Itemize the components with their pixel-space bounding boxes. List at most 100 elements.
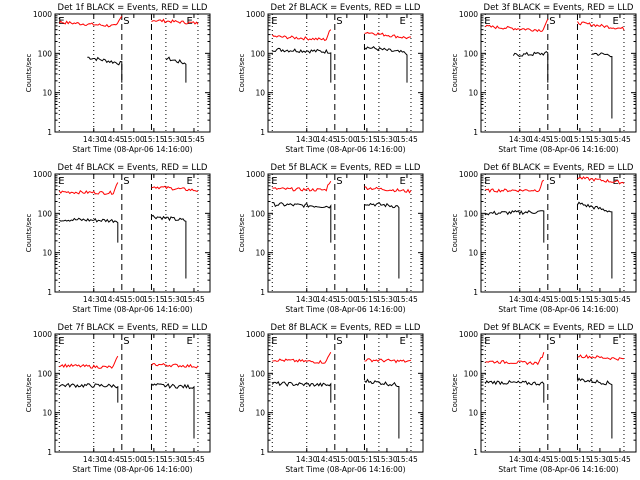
- lld-series-line: [577, 21, 625, 31]
- events-series-line: [591, 52, 613, 119]
- events-series-line: [364, 202, 400, 279]
- lld-series-line: [151, 18, 199, 25]
- lld-series-line: [151, 185, 199, 192]
- x-tick-label: 15:30: [589, 135, 611, 144]
- y-axis-label: Counts/sec: [25, 54, 33, 93]
- x-tick-label: 15:30: [589, 295, 611, 304]
- x-tick-label: 15:30: [163, 135, 185, 144]
- x-tick-label: 15:00: [549, 455, 571, 464]
- x-tick-label: 15:00: [336, 295, 358, 304]
- plot-frame: [267, 13, 424, 133]
- y-tick-label: 1000: [33, 330, 52, 339]
- y-tick-label: 10: [468, 249, 478, 258]
- x-tick-label: 14:45: [103, 295, 125, 304]
- y-tick-label: 10: [255, 409, 265, 418]
- plot-panel-1: Det 1f BLACK = Events, RED = LLD 1 10 100 10…: [25, 3, 211, 154]
- plot-title: Det 4f BLACK = Events, RED = LLD: [58, 163, 208, 173]
- marker-e: E: [613, 336, 619, 347]
- y-tick-label: 1: [260, 128, 265, 137]
- marker-e: E: [271, 336, 277, 347]
- x-tick-label: 15:00: [549, 135, 571, 144]
- y-tick-label: 100: [251, 49, 266, 58]
- y-tick-label: 100: [38, 369, 53, 378]
- plot-title: Det 3f BLACK = Events, RED = LLD: [484, 3, 634, 13]
- marker-e: E: [400, 16, 406, 27]
- y-tick-label: 10: [255, 89, 265, 98]
- events-series-line: [58, 382, 119, 403]
- events-series-line: [165, 56, 187, 83]
- x-axis-label: Start Time (08-Apr-06 14:16:00): [498, 145, 618, 154]
- y-axis-label: Counts/sec: [451, 214, 459, 253]
- x-tick-label: 15:15: [143, 135, 165, 144]
- plot-panel-8: Det 8f BLACK = Events, RED = LLD 1 10 100 10…: [238, 323, 424, 474]
- y-tick-label: 1000: [459, 170, 478, 179]
- y-tick-label: 1000: [33, 10, 52, 19]
- y-tick-label: 10: [468, 409, 478, 418]
- x-tick-label: 15:30: [163, 295, 185, 304]
- plot-frame: [54, 13, 211, 133]
- marker-s: S: [549, 16, 555, 27]
- events-series-line: [364, 378, 400, 439]
- y-tick-label: 10: [42, 89, 52, 98]
- events-series-line: [272, 202, 332, 243]
- marker-e: E: [484, 176, 490, 187]
- marker-s: S: [336, 16, 342, 27]
- plot-panel-3: Det 3f BLACK = Events, RED = LLD 1 10 100 10…: [451, 3, 637, 154]
- x-tick-label: 15:15: [356, 455, 378, 464]
- plot-frame: [480, 13, 637, 133]
- y-tick-label: 10: [42, 249, 52, 258]
- marker-s: S: [123, 176, 129, 187]
- y-tick-label: 100: [251, 369, 266, 378]
- y-tick-label: 1: [473, 448, 478, 457]
- x-tick-label: 14:30: [296, 135, 318, 144]
- x-tick-label: 15:15: [569, 295, 591, 304]
- y-tick-label: 1: [260, 448, 265, 457]
- x-tick-label: 14:30: [296, 295, 318, 304]
- x-tick-label: 14:45: [529, 455, 551, 464]
- x-axis-label: Start Time (08-Apr-06 14:16:00): [285, 305, 405, 314]
- x-axis-label: Start Time (08-Apr-06 14:16:00): [72, 465, 192, 474]
- x-axis-label: Start Time (08-Apr-06 14:16:00): [498, 465, 618, 474]
- x-tick-label: 14:30: [509, 135, 531, 144]
- x-tick-label: 15:45: [609, 295, 631, 304]
- marker-e: E: [187, 176, 193, 187]
- plot-panel-6: Det 6f BLACK = Events, RED = LLD 1 10 100 10…: [451, 163, 637, 314]
- x-tick-label: 14:45: [103, 455, 125, 464]
- marker-s: S: [336, 176, 342, 187]
- plot-frame: [267, 173, 424, 293]
- plot-title: Det 7f BLACK = Events, RED = LLD: [58, 323, 208, 333]
- plot-title: Det 9f BLACK = Events, RED = LLD: [484, 323, 634, 333]
- plot-frame: [480, 173, 637, 293]
- y-tick-label: 100: [464, 209, 479, 218]
- x-tick-label: 14:30: [509, 455, 531, 464]
- x-axis-label: Start Time (08-Apr-06 14:16:00): [498, 305, 618, 314]
- y-tick-label: 100: [464, 369, 479, 378]
- lld-series-line: [151, 362, 199, 369]
- lld-series-line: [485, 352, 545, 366]
- x-tick-label: 15:15: [569, 455, 591, 464]
- y-axis-label: Counts/sec: [451, 54, 459, 93]
- events-series-line: [271, 381, 332, 403]
- marker-e: E: [58, 336, 64, 347]
- x-tick-label: 15:15: [356, 295, 378, 304]
- y-axis-label: Counts/sec: [25, 374, 33, 413]
- y-tick-label: 1000: [246, 10, 265, 19]
- plot-frame: [54, 173, 211, 293]
- y-tick-label: 1000: [246, 170, 265, 179]
- y-tick-label: 10: [255, 249, 265, 258]
- x-axis-label: Start Time (08-Apr-06 14:16:00): [285, 145, 405, 154]
- lld-series-line: [272, 180, 332, 192]
- y-tick-label: 100: [38, 49, 53, 58]
- x-tick-label: 15:00: [549, 295, 571, 304]
- y-axis-label: Counts/sec: [25, 214, 33, 253]
- x-tick-label: 15:00: [123, 455, 145, 464]
- events-series-line: [364, 45, 408, 83]
- x-tick-label: 15:30: [589, 455, 611, 464]
- x-tick-label: 14:45: [529, 135, 551, 144]
- x-tick-label: 14:45: [316, 295, 338, 304]
- marker-s: S: [123, 16, 129, 27]
- x-tick-label: 15:45: [609, 135, 631, 144]
- x-tick-label: 15:00: [336, 455, 358, 464]
- lld-series-line: [484, 18, 549, 33]
- y-tick-label: 1: [260, 288, 265, 297]
